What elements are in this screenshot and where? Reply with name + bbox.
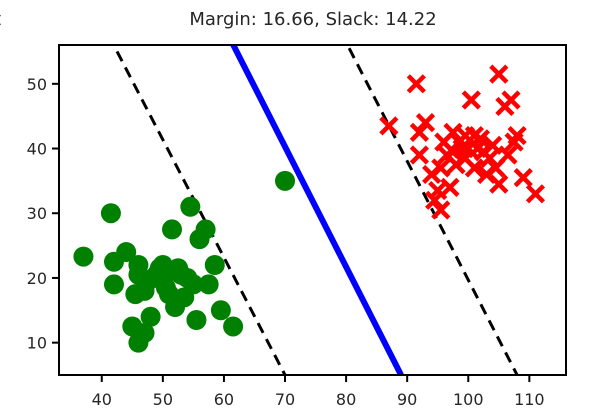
red-x-point [415,113,436,133]
margin-left-line [115,50,287,375]
red-x-point [409,122,429,142]
plot-frame [58,44,567,376]
x-axis: 40 50 60 70 80 90 100 110 [92,375,545,409]
green-circle-point [186,310,207,330]
red-x-point [461,90,481,110]
red-x-point [489,64,509,84]
green-circle-point [100,203,121,224]
y-tick-label: 40 [27,140,47,159]
green-circle-point [198,274,219,295]
green-circle-point [195,219,216,240]
red-x-point [431,200,451,220]
x-tick-label: 40 [92,390,112,409]
x-tick-label: 60 [214,390,234,409]
red-x-point [501,90,521,110]
red-x-point [489,174,509,194]
green-circle-point [73,246,94,267]
green-circle-point [275,170,296,191]
red-x-point [406,74,426,94]
green-circle-point [116,242,137,263]
y-axis: 10 20 30 40 50 [27,75,59,353]
green-circle-point [223,316,244,337]
red-x-point [483,135,503,155]
x-tick-label: 100 [453,390,484,409]
red-x-point [525,184,546,204]
green-circle-point [128,255,149,275]
decision-boundary-line [229,45,404,375]
green-circle-point [183,274,204,295]
y-tick-label: 50 [27,75,47,94]
y-tick-label: 30 [27,204,47,223]
red-x-point [513,168,533,188]
green-circle-point [134,322,155,343]
x-tick-label: 90 [397,390,417,409]
y-tick-label: 20 [27,269,47,288]
green-circle-point [210,300,231,321]
plot-marks [73,45,546,375]
red-x-point [379,116,399,136]
green-circle-point [103,274,124,295]
red-x-point [409,145,429,165]
red-x-point [431,158,451,178]
chart-title: Margin: 16.66, Slack: 14.22 [189,9,436,30]
green-circle-point [162,219,183,240]
x-tick-label: 80 [336,390,356,409]
green-circle-point [180,196,201,217]
red-x-point [464,158,484,178]
x-tick-label: 50 [153,390,173,409]
red-x-point [507,125,527,146]
green-circle-point [140,306,161,327]
clipped-left-glyph: t [0,9,1,30]
red-x-point [440,177,460,197]
x-tick-label: 110 [514,390,545,409]
x-tick-label: 70 [275,390,295,409]
margin-right-line [347,47,519,375]
y-tick-label: 10 [27,334,47,353]
red-x-point [498,145,518,165]
green-circle-point [204,255,225,275]
